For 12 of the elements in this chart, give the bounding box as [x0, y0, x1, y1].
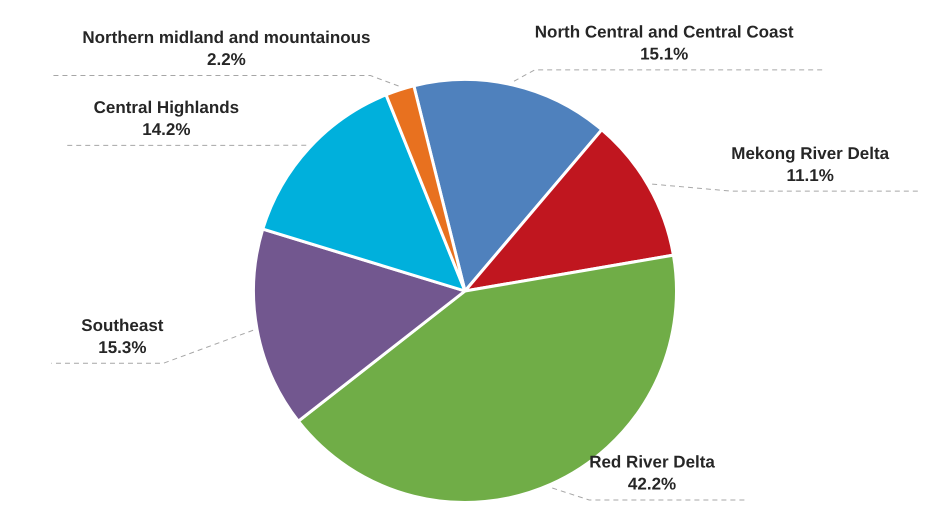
data-label: 42.2% — [628, 474, 676, 494]
slice-label: Mekong River Delta — [731, 144, 890, 163]
data-label: 15.1% — [640, 44, 688, 64]
slice-label: Southeast — [81, 316, 164, 335]
data-label: 14.2% — [142, 120, 190, 140]
data-label: 15.3% — [98, 338, 146, 357]
data-label: 2.2% — [207, 50, 246, 70]
slice-label: North Central and Central Coast — [534, 22, 794, 42]
slice-label: Northern midland and mountainous — [82, 28, 370, 48]
data-label: 11.1% — [786, 166, 834, 185]
slice-label: Red River Delta — [589, 452, 716, 472]
slice-label: Central Highlands — [94, 98, 240, 118]
